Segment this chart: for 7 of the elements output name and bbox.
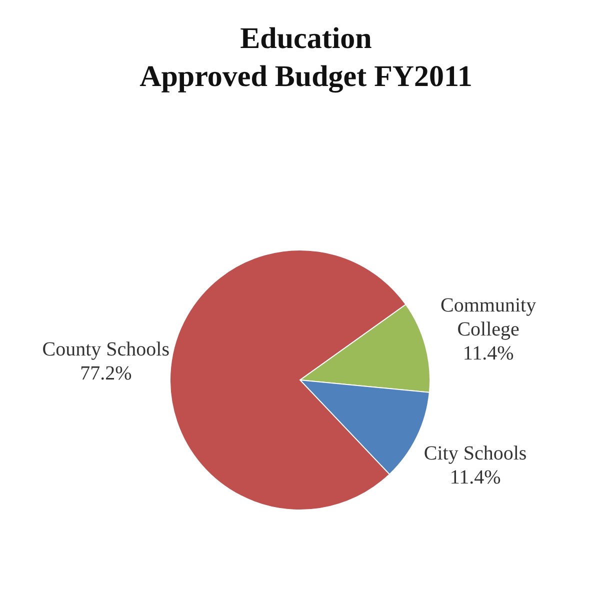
data-label: 77.2%: [80, 362, 132, 384]
slice-label: County Schools: [42, 338, 170, 360]
chart-title: Education Approved Budget FY2011: [140, 22, 472, 93]
data-label: 11.4%: [462, 342, 514, 364]
data-label: 11.4%: [450, 466, 501, 488]
slice-label: City Schools: [424, 442, 527, 464]
slice-label: Community College: [440, 294, 536, 340]
